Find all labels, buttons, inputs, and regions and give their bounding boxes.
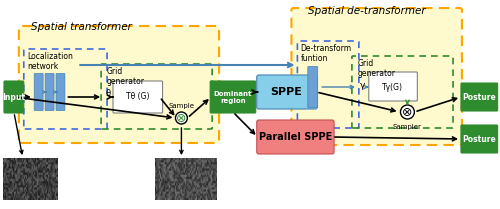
FancyBboxPatch shape bbox=[56, 74, 65, 111]
FancyBboxPatch shape bbox=[210, 81, 256, 113]
Text: Parallel SPPE: Parallel SPPE bbox=[259, 132, 332, 142]
Text: θ: θ bbox=[105, 88, 110, 98]
FancyBboxPatch shape bbox=[369, 72, 418, 101]
FancyBboxPatch shape bbox=[461, 125, 498, 153]
Text: Localization
network: Localization network bbox=[27, 52, 72, 71]
Text: De-transform
funtion: De-transform funtion bbox=[300, 44, 352, 63]
FancyBboxPatch shape bbox=[256, 120, 334, 154]
Text: Grid
generator: Grid generator bbox=[358, 59, 396, 78]
Text: Posture: Posture bbox=[462, 135, 496, 144]
FancyBboxPatch shape bbox=[4, 81, 24, 113]
FancyBboxPatch shape bbox=[19, 26, 219, 143]
Text: Spatial transformer: Spatial transformer bbox=[30, 22, 132, 32]
Text: Grid
generator: Grid generator bbox=[107, 67, 145, 86]
Text: Sample: Sample bbox=[168, 103, 194, 109]
Text: Sampler: Sampler bbox=[393, 124, 422, 130]
FancyBboxPatch shape bbox=[461, 83, 498, 111]
Text: ⊗: ⊗ bbox=[402, 106, 412, 119]
Text: Posture: Posture bbox=[462, 93, 496, 102]
FancyBboxPatch shape bbox=[292, 8, 462, 145]
FancyBboxPatch shape bbox=[113, 81, 162, 113]
FancyBboxPatch shape bbox=[256, 75, 317, 109]
Text: Dominant
region: Dominant region bbox=[214, 90, 252, 103]
Circle shape bbox=[400, 105, 414, 119]
Text: Spatial de-transformer: Spatial de-transformer bbox=[308, 6, 426, 16]
Text: SPPE: SPPE bbox=[270, 87, 302, 97]
Circle shape bbox=[176, 112, 188, 124]
Text: Input: Input bbox=[2, 93, 26, 102]
Text: Tγ(G): Tγ(G) bbox=[382, 83, 403, 92]
Text: Tθ (G): Tθ (G) bbox=[126, 93, 150, 102]
Text: γ: γ bbox=[360, 82, 365, 90]
FancyBboxPatch shape bbox=[45, 74, 54, 111]
FancyBboxPatch shape bbox=[34, 74, 43, 111]
FancyBboxPatch shape bbox=[308, 66, 318, 107]
Text: ⊗: ⊗ bbox=[176, 111, 186, 125]
